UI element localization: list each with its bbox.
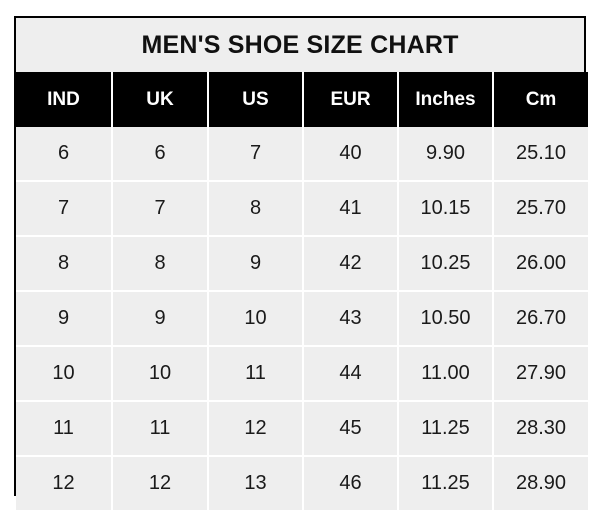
cell-us: 11	[208, 345, 304, 401]
table-row: 10 10 11 44 11.00 27.90	[16, 345, 588, 401]
cell-cm: 25.70	[493, 180, 588, 236]
shoe-size-chart: MEN'S SHOE SIZE CHART IND UK US EUR Inch…	[14, 16, 588, 510]
column-header-cm: Cm	[493, 72, 588, 127]
cell-uk: 10	[112, 345, 209, 401]
table-row: 9 9 10 43 10.50 26.70	[16, 290, 588, 346]
column-header-us: US	[208, 72, 304, 127]
cell-uk: 12	[112, 455, 209, 510]
cell-cm: 28.90	[493, 455, 588, 510]
cell-ind: 11	[16, 400, 113, 456]
cell-uk: 6	[112, 127, 209, 181]
cell-cm: 28.30	[493, 400, 588, 456]
cell-inches: 11.25	[398, 455, 494, 510]
cell-ind: 12	[16, 455, 113, 510]
cell-eur: 45	[303, 400, 399, 456]
cell-eur: 43	[303, 290, 399, 346]
cell-us: 8	[208, 180, 304, 236]
cell-us: 12	[208, 400, 304, 456]
cell-eur: 40	[303, 127, 399, 181]
table-row: 11 11 12 45 11.25 28.30	[16, 400, 588, 456]
column-header-uk: UK	[112, 72, 209, 127]
cell-cm: 26.70	[493, 290, 588, 346]
cell-inches: 10.15	[398, 180, 494, 236]
cell-inches: 10.25	[398, 235, 494, 291]
cell-eur: 44	[303, 345, 399, 401]
column-header-ind: IND	[16, 72, 113, 127]
cell-ind: 9	[16, 290, 113, 346]
cell-us: 10	[208, 290, 304, 346]
cell-cm: 25.10	[493, 127, 588, 181]
cell-ind: 10	[16, 345, 113, 401]
cell-ind: 6	[16, 127, 113, 181]
table-row: 8 8 9 42 10.25 26.00	[16, 235, 588, 291]
chart-title-band: MEN'S SHOE SIZE CHART	[16, 18, 584, 72]
cell-us: 9	[208, 235, 304, 291]
size-table: IND UK US EUR Inches Cm 6 6 7 40 9.90 25…	[16, 72, 588, 510]
cell-eur: 42	[303, 235, 399, 291]
cell-cm: 27.90	[493, 345, 588, 401]
table-body: 6 6 7 40 9.90 25.10 7 7 8 41 10.15 25.70…	[16, 127, 588, 510]
table-row: 12 12 13 46 11.25 28.90	[16, 455, 588, 510]
cell-us: 7	[208, 127, 304, 181]
cell-uk: 11	[112, 400, 209, 456]
cell-inches: 11.00	[398, 345, 494, 401]
cell-eur: 41	[303, 180, 399, 236]
cell-uk: 9	[112, 290, 209, 346]
cell-uk: 8	[112, 235, 209, 291]
cell-ind: 7	[16, 180, 113, 236]
table-header: IND UK US EUR Inches Cm	[16, 72, 588, 127]
table-header-row: IND UK US EUR Inches Cm	[16, 72, 588, 127]
cell-cm: 26.00	[493, 235, 588, 291]
cell-inches: 10.50	[398, 290, 494, 346]
cell-eur: 46	[303, 455, 399, 510]
cell-uk: 7	[112, 180, 209, 236]
column-header-eur: EUR	[303, 72, 399, 127]
cell-inches: 9.90	[398, 127, 494, 181]
table-row: 7 7 8 41 10.15 25.70	[16, 180, 588, 236]
table-row: 6 6 7 40 9.90 25.10	[16, 127, 588, 181]
cell-us: 13	[208, 455, 304, 510]
cell-inches: 11.25	[398, 400, 494, 456]
page-title: MEN'S SHOE SIZE CHART	[141, 30, 459, 59]
cell-ind: 8	[16, 235, 113, 291]
column-header-inches: Inches	[398, 72, 494, 127]
